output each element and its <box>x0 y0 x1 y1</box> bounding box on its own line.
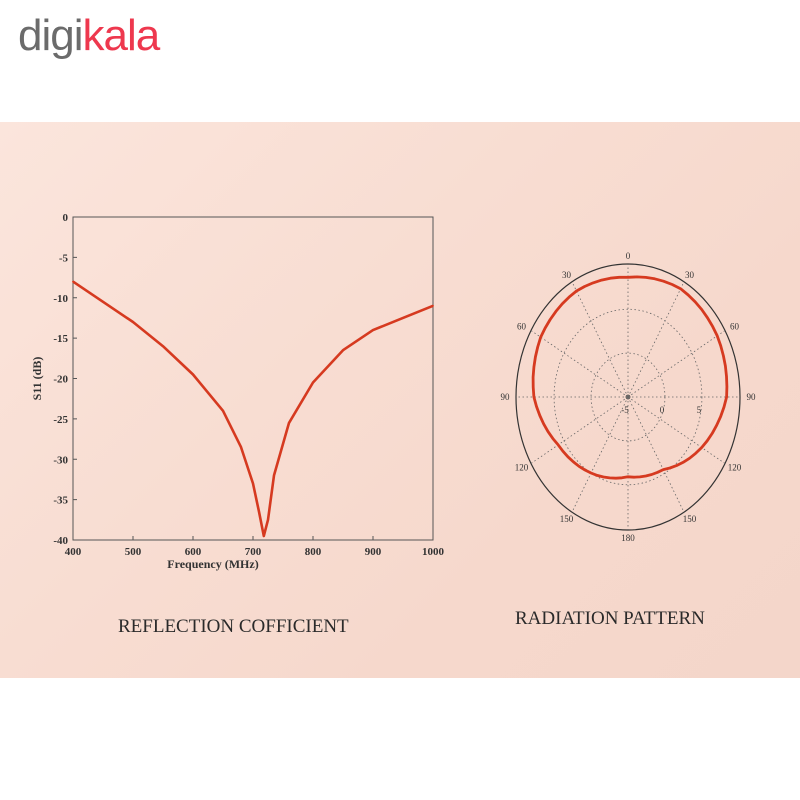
polar-grid-ring-1 <box>553 308 703 486</box>
data-point-4 <box>192 373 194 376</box>
polar-spoke-5 <box>627 396 685 513</box>
data-point-2 <box>132 321 134 323</box>
data-point-16 <box>402 317 404 319</box>
y-tick-label-3: -15 <box>53 333 68 345</box>
product-photo: 400 500 600 700 800 900 1000 0 -5 -10 -15 -20 -25 -30… <box>0 122 800 678</box>
y-tick-label-4: -20 <box>53 374 68 386</box>
polar-angle-label-8: 120 <box>515 463 529 473</box>
caption-radiation-pattern: RADIATION PATTERN <box>515 608 705 629</box>
polar-angle-label-7: 150 <box>560 514 574 524</box>
y-tick-label-6: -30 <box>53 454 68 466</box>
data-point-14 <box>342 349 344 352</box>
data-point-11 <box>273 474 275 477</box>
data-point-6 <box>240 446 242 449</box>
data-point-12 <box>288 422 290 424</box>
brand-logo-part-a: digi <box>18 11 83 60</box>
data-point-7 <box>252 482 254 485</box>
polar-angle-label-3: 90 <box>747 392 757 402</box>
data-point-15 <box>372 329 374 331</box>
polar-spoke-10 <box>530 330 629 398</box>
x-tick-label-4: 800 <box>305 546 322 558</box>
x-tick-label-2: 600 <box>185 546 202 558</box>
polar-angle-label-11: 30 <box>562 270 572 280</box>
polar-spoke-8 <box>530 396 629 464</box>
data-point-10 <box>267 518 269 521</box>
data-point-1 <box>102 300 104 303</box>
polar-spoke-4 <box>627 396 726 464</box>
data-point-0 <box>72 280 74 283</box>
polar-angle-label-2: 60 <box>730 322 740 332</box>
data-point-13 <box>312 381 314 384</box>
polar-angle-label-6: 180 <box>621 533 635 543</box>
polar-angle-label-9: 90 <box>501 392 511 402</box>
polar-spoke-11 <box>571 281 629 398</box>
polar-angle-label-0: 0 <box>626 251 631 261</box>
y-tick-label-8: -40 <box>53 535 68 547</box>
data-point-9 <box>262 535 265 537</box>
x-tick-label-5: 900 <box>365 546 382 558</box>
x-axis-label: Frequency (MHz) <box>167 557 258 571</box>
y-axis-label: S11 (dB) <box>30 357 44 401</box>
brand-logo[interactable]: digikala <box>18 11 161 60</box>
polar-radial-label-2: 5 <box>697 405 702 415</box>
y-tick-label-0: 0 <box>63 212 69 224</box>
plot-frame <box>72 216 434 541</box>
x-tick-label-1: 500 <box>125 546 142 558</box>
y-tick-label-5: -25 <box>53 414 68 426</box>
y-tick-label-2: -10 <box>53 293 68 305</box>
brand-logo-part-b: kala <box>82 11 161 60</box>
data-point-8 <box>258 510 260 513</box>
y-tick-label-1: -5 <box>59 252 69 264</box>
polar-radial-label-0: -5 <box>621 405 629 415</box>
polar-spoke-2 <box>627 330 726 398</box>
data-point-17 <box>432 304 434 307</box>
data-point-5 <box>222 409 224 412</box>
series-line-s11 <box>72 280 434 538</box>
polar-angle-label-10: 60 <box>517 322 527 332</box>
series-line-radiation <box>531 275 729 480</box>
polar-spoke-1 <box>627 281 685 398</box>
data-point-3 <box>162 345 164 348</box>
polar-center <box>625 394 631 400</box>
polar-angle-label-4: 120 <box>728 463 742 473</box>
polar-angle-label-5: 150 <box>683 514 697 524</box>
x-tick-label-0: 400 <box>65 546 82 558</box>
polar-angle-label-1: 30 <box>685 270 695 280</box>
polar-radial-label-1: 0 <box>660 405 665 415</box>
x-tick-label-3: 700 <box>245 546 262 558</box>
polar-spoke-7 <box>571 396 629 513</box>
x-tick-label-6: 1000 <box>422 546 445 558</box>
charts-canvas: 400 500 600 700 800 900 10000-5-10-15-20-25-30… <box>30 212 757 571</box>
y-tick-label-7: -35 <box>53 495 68 507</box>
caption-reflection-coefficient: REFLECTION COFFICIENT <box>118 616 349 637</box>
